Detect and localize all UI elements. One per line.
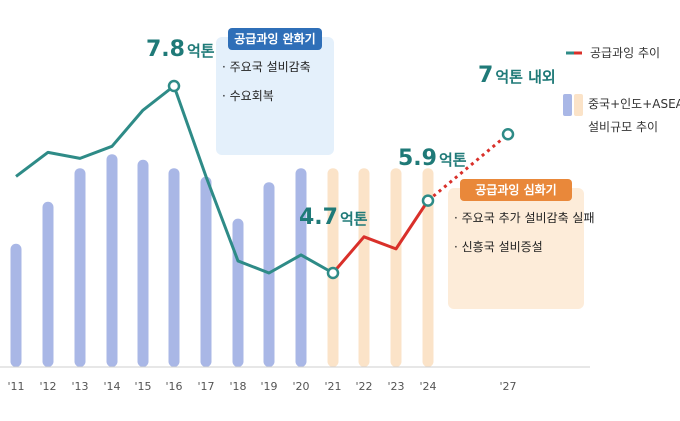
x-tick-label-6: '17 <box>197 380 214 393</box>
bar-6 <box>200 176 212 367</box>
annotation-unit-1: 억톤 <box>340 210 368 228</box>
box-0-item-0: · 주요국 설비감축 <box>222 60 311 74</box>
box-0-title-bg <box>228 28 322 50</box>
box-0-title: 공급과잉 완화기 <box>234 31 315 46</box>
x-tick-labels: '11 '12 '13 '14 '15 '16 '17 '18 '19 '20 '21 '22 '23 '… <box>7 380 516 393</box>
box-0-background <box>216 37 334 155</box>
legend-bar-swatch-actual <box>563 94 572 116</box>
annotation-unit-0: 억톤 <box>187 42 215 60</box>
x-tick-label-4: '15 <box>134 380 151 393</box>
x-tick-label-13: '24 <box>419 380 436 393</box>
bar-series <box>10 154 434 367</box>
box-1-item-0: · 주요국 추가 설비감축 실패 <box>454 211 595 225</box>
annotation-value-0: 7.8 <box>146 37 185 62</box>
x-tick-label-8: '19 <box>260 380 277 393</box>
line-series <box>15 79 515 280</box>
annotation-1: 4.7 억톤 <box>299 205 368 230</box>
line-marker-5 <box>167 79 181 93</box>
box-1-background <box>448 188 584 309</box>
annotation-value-3: 7 <box>478 63 493 88</box>
x-tick-label-3: '14 <box>103 380 120 393</box>
value-annotations: 7.8 억톤4.7 억톤5.9 억톤7 억톤 내외 <box>146 37 556 230</box>
line-projected <box>331 199 430 274</box>
bar-12 <box>390 168 402 367</box>
line-forecast-dotted <box>427 133 509 202</box>
x-tick-label-7: '18 <box>229 380 246 393</box>
bar-0 <box>10 243 22 367</box>
bar-2 <box>74 168 86 367</box>
legend-bar-label-line2: 설비규모 추이 <box>588 120 658 134</box>
legend-bar-label-line1: 중국+인도+ASEAN <box>588 97 680 111</box>
x-tick-label-9: '20 <box>292 380 309 393</box>
line-marker-14 <box>501 128 515 141</box>
x-tick-label-10: '21 <box>324 380 341 393</box>
annotation-unit-3: 억톤 내외 <box>495 68 555 86</box>
line-marker-13 <box>421 194 435 207</box>
x-tick-label-11: '22 <box>355 380 372 393</box>
x-tick-label-2: '13 <box>71 380 88 393</box>
x-tick-label-14: '27 <box>499 380 516 393</box>
box-1-title: 공급과잉 심화기 <box>475 182 556 197</box>
box-1-title-bg <box>460 179 572 201</box>
bar-7 <box>232 218 244 367</box>
bar-4 <box>137 159 149 367</box>
x-tick-label-5: '16 <box>165 380 182 393</box>
bar-1 <box>42 201 54 367</box>
bar-8 <box>263 182 275 367</box>
annotation-3: 7 억톤 내외 <box>478 63 556 88</box>
box-0-item-1: · 수요회복 <box>222 89 274 103</box>
x-tick-label-12: '23 <box>387 380 404 393</box>
box-1-item-1: · 신흥국 설비증설 <box>454 240 543 254</box>
bar-9 <box>295 168 307 367</box>
annotation-value-1: 4.7 <box>299 205 338 230</box>
annotation-unit-2: 억톤 <box>439 151 467 169</box>
bar-11 <box>358 168 370 367</box>
line-marker-10 <box>326 266 340 280</box>
legend-line-label: 공급과잉 추이 <box>590 46 660 60</box>
legend-bar-swatch-projected <box>574 94 583 116</box>
bar-5 <box>168 168 180 367</box>
annotation-0: 7.8 억톤 <box>146 37 215 62</box>
bar-3 <box>106 154 118 367</box>
annotation-value-2: 5.9 <box>398 146 437 171</box>
bar-13 <box>422 168 434 367</box>
x-tick-label-1: '12 <box>39 380 56 393</box>
x-tick-label-0: '11 <box>7 380 24 393</box>
annotation-2: 5.9 억톤 <box>398 146 467 171</box>
